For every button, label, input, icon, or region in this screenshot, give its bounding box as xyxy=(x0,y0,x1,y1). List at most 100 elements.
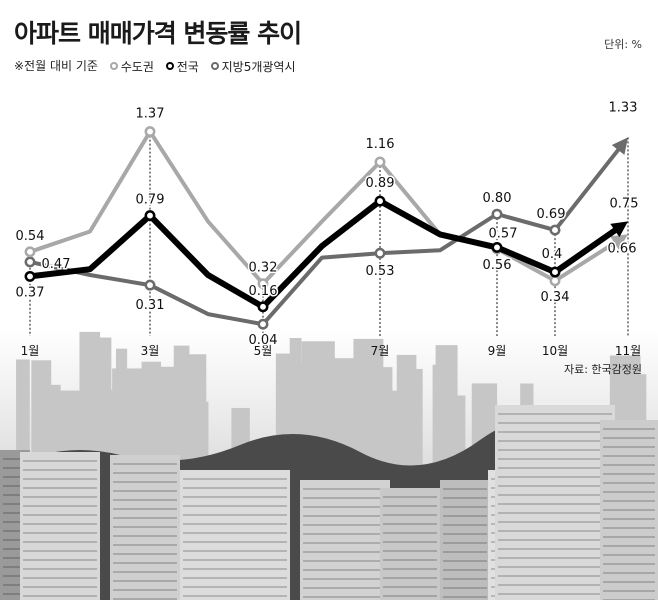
data-point-marker xyxy=(24,256,36,268)
photo-window-row xyxy=(3,593,27,595)
photo-window-row xyxy=(3,512,27,514)
photo-apartment-block xyxy=(380,488,440,600)
legend: ※전월 대비 기준 수도권 전국 지방5개광역시 xyxy=(14,57,304,75)
photo-window-row xyxy=(183,532,287,534)
legend-note: ※전월 대비 기준 xyxy=(14,57,98,74)
data-label: 0.66 xyxy=(608,241,637,256)
photo-window-row xyxy=(498,458,612,460)
photo-window-row xyxy=(113,490,177,492)
photo-window-row xyxy=(603,500,655,502)
photo-window-row xyxy=(183,541,287,543)
data-label: 0.16 xyxy=(249,284,278,299)
photo-window-row xyxy=(443,551,487,553)
photo-window-row xyxy=(303,515,387,517)
x-tick-label: 9월 xyxy=(488,344,507,358)
photo-window-row xyxy=(113,481,177,483)
photo-window-row xyxy=(603,545,655,547)
photo-window-row xyxy=(303,551,387,553)
photo-window-row xyxy=(113,598,177,600)
photo-window-row xyxy=(3,494,27,496)
data-point-marker xyxy=(491,208,503,220)
legend-label-national: 전국 xyxy=(176,59,199,74)
photo-window-row xyxy=(603,527,655,529)
photo-apartment-block xyxy=(300,480,390,600)
photo-window-row xyxy=(183,550,287,552)
x-tick-label: 10월 xyxy=(542,344,568,358)
photo-window-row xyxy=(303,524,387,526)
photo-window-row xyxy=(183,586,287,588)
data-label: 0.47 xyxy=(42,257,71,272)
data-point-marker xyxy=(144,126,156,138)
photo-window-row xyxy=(383,505,437,507)
data-label: 0.56 xyxy=(483,258,512,273)
photo-window-row xyxy=(303,497,387,499)
photo-apartment-block xyxy=(600,420,658,600)
photo-window-row xyxy=(3,476,27,478)
x-tick-label: 7월 xyxy=(371,344,390,358)
data-label: 0.34 xyxy=(541,290,570,305)
photo-window-row xyxy=(383,577,437,579)
photo-window-row xyxy=(183,487,287,489)
photo-window-row xyxy=(443,569,487,571)
photo-window-row xyxy=(113,562,177,564)
series-line-national xyxy=(27,198,622,310)
photo-window-row xyxy=(3,521,27,523)
photo-window-row xyxy=(498,485,612,487)
photo-window-row xyxy=(443,533,487,535)
photo-apartment-block xyxy=(180,470,290,600)
photo-window-row xyxy=(113,526,177,528)
data-point-marker xyxy=(24,270,36,282)
photo-window-row xyxy=(603,536,655,538)
photo-window-row xyxy=(383,496,437,498)
photo-window-row xyxy=(183,496,287,498)
photo-window-row xyxy=(303,560,387,562)
photo-window-row xyxy=(3,584,27,586)
x-tick-label: 5월 xyxy=(254,344,273,358)
photo-window-row xyxy=(113,580,177,582)
data-label: 0.37 xyxy=(16,285,45,300)
photo-window-row xyxy=(443,515,487,517)
legend-item-national: 전국 xyxy=(165,58,199,75)
photo-window-row xyxy=(23,595,97,597)
photo-window-row xyxy=(603,446,655,448)
unit-label: 단위: % xyxy=(604,38,642,51)
photo-window-row xyxy=(383,595,437,597)
data-label: 1.33 xyxy=(609,100,638,115)
photo-window-row xyxy=(113,508,177,510)
photo-window-row xyxy=(603,590,655,592)
photo-window-row xyxy=(383,568,437,570)
photo-window-row xyxy=(3,575,27,577)
photo-window-row xyxy=(498,566,612,568)
photo-window-row xyxy=(443,578,487,580)
photo-window-row xyxy=(498,521,612,523)
photo-window-row xyxy=(498,422,612,424)
photo-window-row xyxy=(3,539,27,541)
photo-window-row xyxy=(603,428,655,430)
data-point-marker xyxy=(549,275,561,287)
data-label: 0.04 xyxy=(249,333,278,348)
photo-window-row xyxy=(3,530,27,532)
photo-window-row xyxy=(498,557,612,559)
photo-window-row xyxy=(603,482,655,484)
photo-window-row xyxy=(443,488,487,490)
photo-window-row xyxy=(183,514,287,516)
series-arrowhead xyxy=(610,234,628,250)
data-point-marker xyxy=(549,266,561,278)
data-label: 0.89 xyxy=(366,176,395,191)
photo-window-row xyxy=(303,578,387,580)
photo-window-row xyxy=(23,577,97,579)
photo-window-row xyxy=(498,539,612,541)
photo-window-row xyxy=(303,596,387,598)
photo-window-row xyxy=(303,488,387,490)
data-label: 0.57 xyxy=(489,226,518,241)
photo-window-row xyxy=(498,476,612,478)
photo-window-row xyxy=(603,572,655,574)
photo-window-row xyxy=(113,589,177,591)
legend-swatch-seoul-metro xyxy=(109,62,118,70)
photo-window-row xyxy=(498,449,612,451)
photo-window-row xyxy=(23,523,97,525)
photo-window-row xyxy=(23,514,97,516)
legend-item-seoul-metro: 수도권 xyxy=(109,58,154,75)
photo-window-row xyxy=(183,523,287,525)
legend-label-seoul-metro: 수도권 xyxy=(120,59,154,74)
